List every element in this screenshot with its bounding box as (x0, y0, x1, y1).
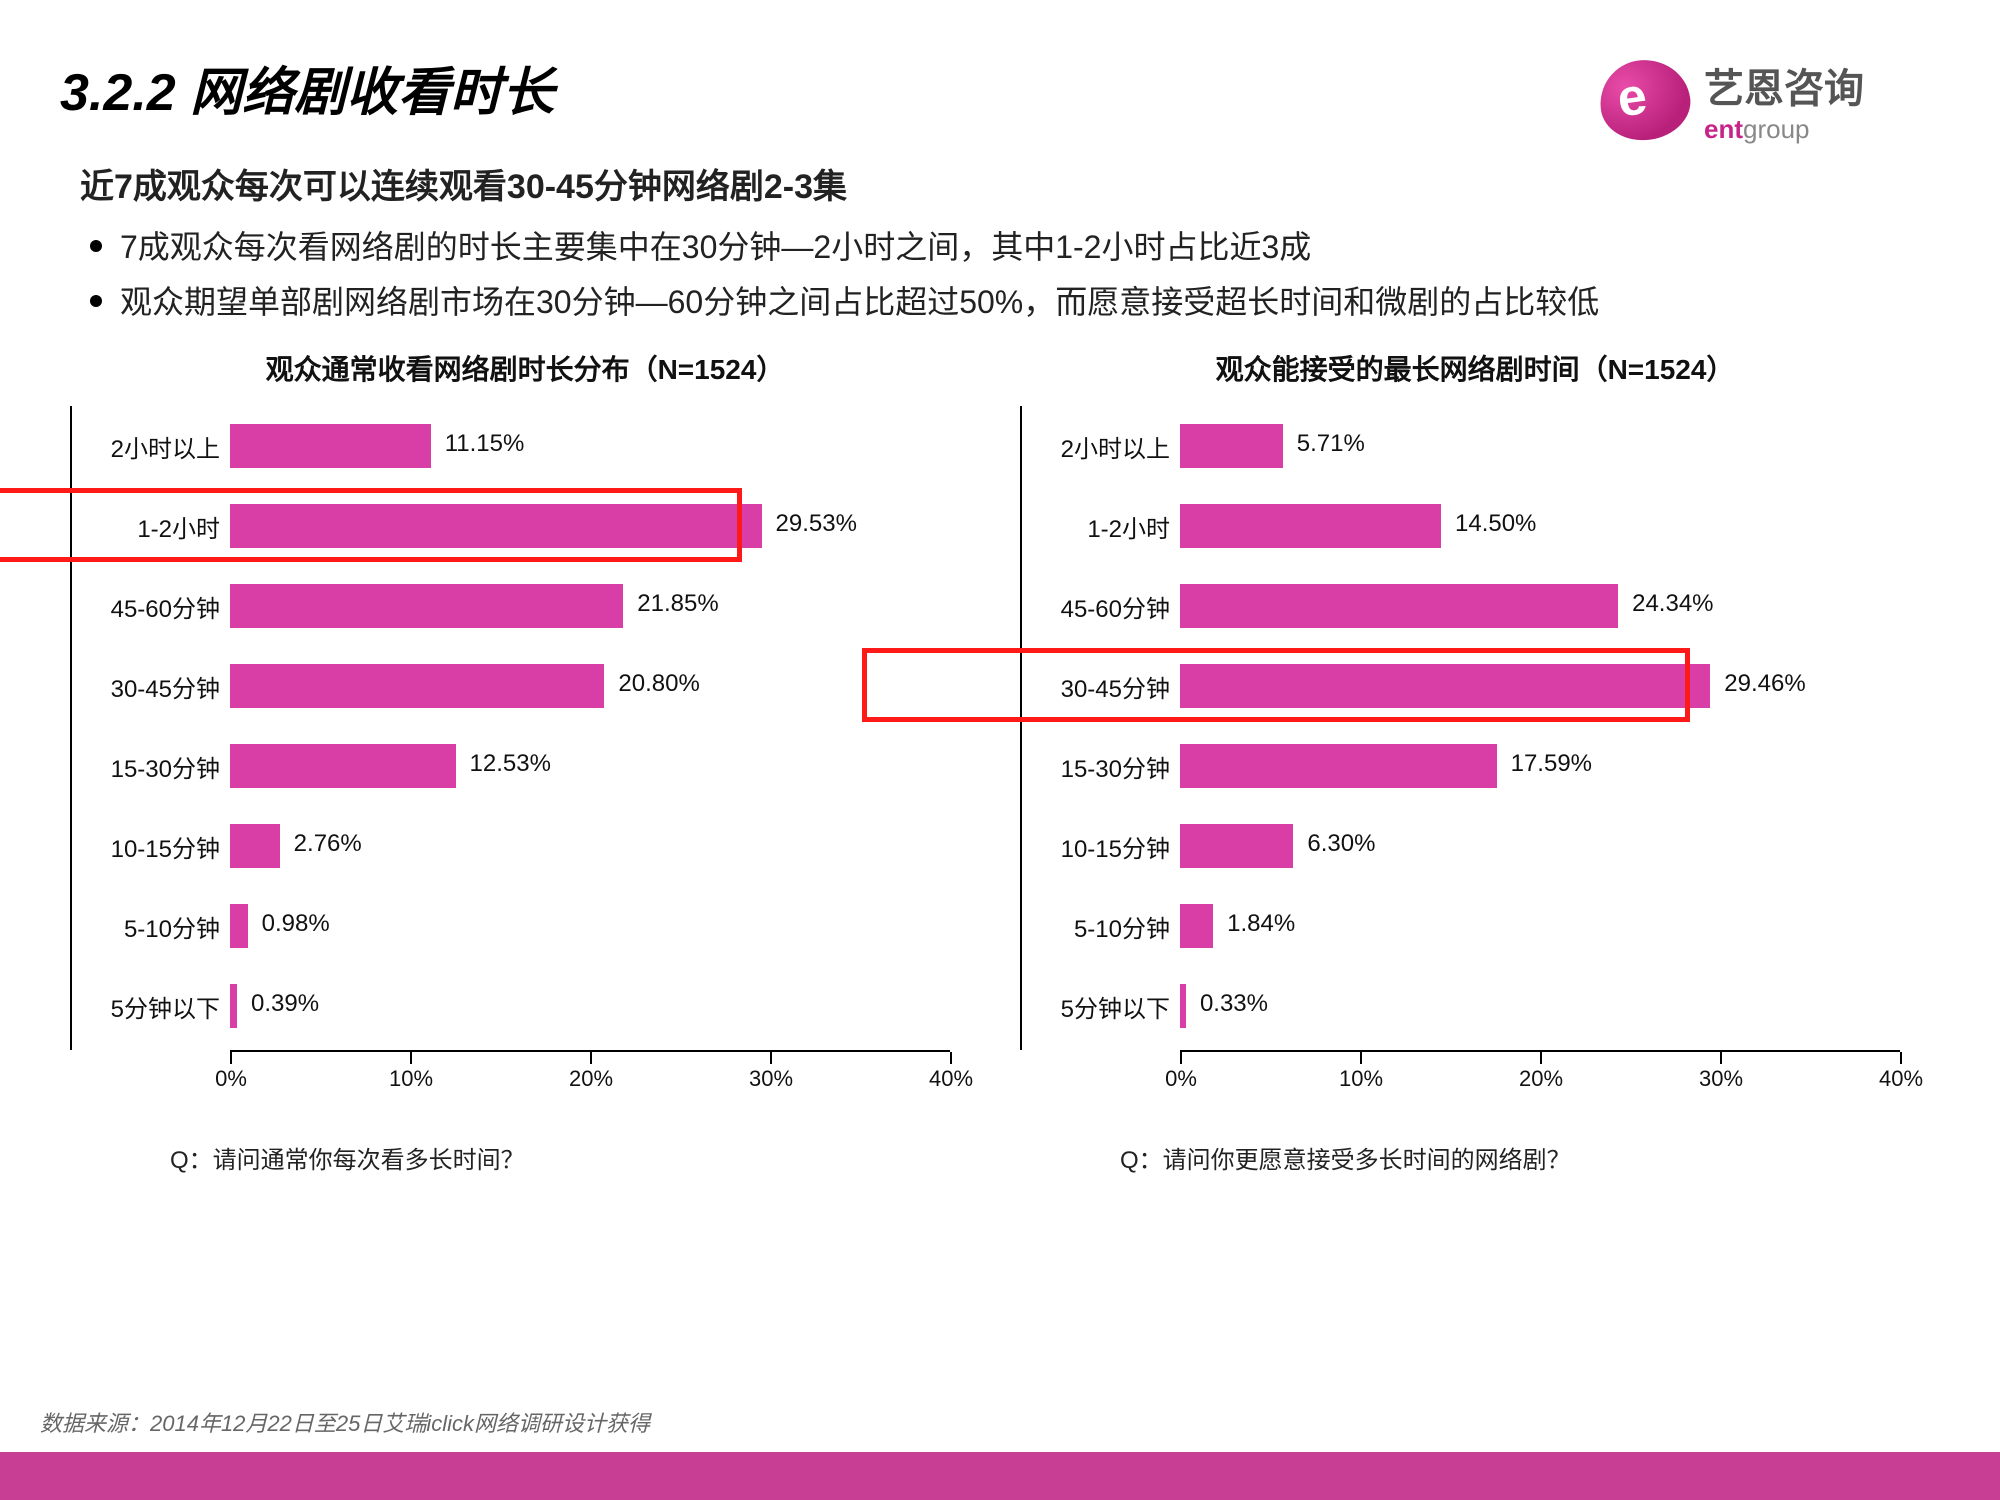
bar (230, 504, 762, 548)
bar (230, 584, 623, 628)
plot-area: 2小时以上5.71%1-2小时14.50%45-60分钟24.34%30-45分… (1020, 406, 1930, 1116)
y-axis (1020, 406, 1022, 1050)
bar-value-label: 17.59% (1511, 750, 1592, 778)
category-label: 2小时以上 (1020, 429, 1170, 464)
bar-row: 2小时以上11.15% (230, 406, 980, 486)
bar (1180, 424, 1283, 468)
category-label: 5-10分钟 (1020, 909, 1170, 944)
bar-value-label: 14.50% (1455, 510, 1536, 538)
category-label: 5分钟以下 (70, 989, 220, 1024)
bullet-item: 7成观众每次看网络剧的时长主要集中在30分钟—2小时之间，其中1-2小时占比近3… (80, 222, 1940, 273)
bullet-item: 观众期望单部剧网络剧市场在30分钟—60分钟之间占比超过50%，而愿意接受超长时… (80, 277, 1940, 328)
bar-row: 45-60分钟21.85% (230, 566, 980, 646)
bar-value-label: 1.84% (1227, 910, 1295, 938)
category-label: 5-10分钟 (70, 909, 220, 944)
subtitle: 近7成观众每次可以连续观看30-45分钟网络剧2-3集 (80, 159, 1940, 208)
header: 3.2.2 网络剧收看时长 艺恩咨询 entgroup (60, 50, 1940, 153)
category-label: 5分钟以下 (1020, 989, 1170, 1024)
bar-value-label: 20.80% (618, 670, 699, 698)
chart-title: 观众通常收看网络剧时长分布（N=1524） (70, 348, 980, 388)
logo-cn: 艺恩咨询 (1704, 56, 1864, 114)
bar (230, 984, 237, 1028)
category-label: 45-60分钟 (70, 589, 220, 624)
category-label: 30-45分钟 (70, 669, 220, 704)
bar-row: 5-10分钟0.98% (230, 886, 980, 966)
category-label: 2小时以上 (70, 429, 220, 464)
bar (1180, 584, 1618, 628)
bar-value-label: 12.53% (470, 750, 551, 778)
bar-row: 5分钟以下0.33% (1180, 966, 1930, 1046)
source-note: 数据来源：2014年12月22日至25日艾瑞iclick网络调研设计获得 (40, 1406, 650, 1438)
bar-row: 30-45分钟29.46% (1180, 646, 1930, 726)
bar (1180, 904, 1213, 948)
bar-row: 15-30分钟17.59% (1180, 726, 1930, 806)
bar-row: 2小时以上5.71% (1180, 406, 1930, 486)
charts-row: 观众通常收看网络剧时长分布（N=1524） 2小时以上11.15%1-2小时29… (60, 348, 1940, 1175)
bar (230, 824, 280, 868)
category-label: 10-15分钟 (1020, 829, 1170, 864)
bar (230, 424, 431, 468)
bar-row: 5分钟以下0.39% (230, 966, 980, 1046)
category-label: 1-2小时 (1020, 509, 1170, 544)
bar (1180, 824, 1293, 868)
category-label: 15-30分钟 (1020, 749, 1170, 784)
x-axis: 0%10%20%30%40% (230, 1050, 950, 1110)
bar-value-label: 0.39% (251, 990, 319, 1018)
bar (230, 744, 456, 788)
footer-bar (0, 1452, 2000, 1500)
bar-value-label: 2.76% (294, 830, 362, 858)
bar (1180, 984, 1186, 1028)
bar-value-label: 21.85% (637, 590, 718, 618)
y-axis (70, 406, 72, 1050)
chart-left: 观众通常收看网络剧时长分布（N=1524） 2小时以上11.15%1-2小时29… (70, 348, 980, 1175)
bar-value-label: 0.33% (1200, 990, 1268, 1018)
bar-value-label: 11.15% (445, 430, 525, 458)
x-axis: 0%10%20%30%40% (1180, 1050, 1900, 1110)
bar (230, 664, 604, 708)
bullet-list: 7成观众每次看网络剧的时长主要集中在30分钟—2小时之间，其中1-2小时占比近3… (80, 222, 1940, 328)
bar-row: 1-2小时29.53% (230, 486, 980, 566)
logo-en: entgroup (1704, 114, 1864, 145)
logo: 艺恩咨询 entgroup (1600, 50, 1940, 150)
bar-value-label: 29.53% (776, 510, 857, 538)
bar-row: 10-15分钟6.30% (1180, 806, 1930, 886)
bar-row: 15-30分钟12.53% (230, 726, 980, 806)
bar (1180, 744, 1497, 788)
chart-right: 观众能接受的最长网络剧时间（N=1524） 2小时以上5.71%1-2小时14.… (1020, 348, 1930, 1175)
category-label: 45-60分钟 (1020, 589, 1170, 624)
bar-row: 5-10分钟1.84% (1180, 886, 1930, 966)
bar-value-label: 6.30% (1307, 830, 1375, 858)
category-label: 30-45分钟 (1020, 669, 1170, 704)
plot-area: 2小时以上11.15%1-2小时29.53%45-60分钟21.85%30-45… (70, 406, 980, 1116)
category-label: 15-30分钟 (70, 749, 220, 784)
logo-icon (1595, 54, 1695, 146)
bar-row: 1-2小时14.50% (1180, 486, 1930, 566)
chart-question: Q：请问通常你每次看多长时间？ (170, 1140, 980, 1175)
bar-value-label: 0.98% (262, 910, 330, 938)
bar (1180, 504, 1441, 548)
bar (1180, 664, 1710, 708)
category-label: 1-2小时 (70, 509, 220, 544)
chart-question: Q：请问你更愿意接受多长时间的网络剧？ (1120, 1140, 1930, 1175)
bar-value-label: 5.71% (1297, 430, 1365, 458)
bar-row: 30-45分钟20.80% (230, 646, 980, 726)
bar-value-label: 24.34% (1632, 590, 1713, 618)
chart-title: 观众能接受的最长网络剧时间（N=1524） (1020, 348, 1930, 388)
bar-value-label: 29.46% (1724, 670, 1805, 698)
bar-row: 45-60分钟24.34% (1180, 566, 1930, 646)
bar (230, 904, 248, 948)
page-title: 3.2.2 网络剧收看时长 (60, 50, 554, 125)
category-label: 10-15分钟 (70, 829, 220, 864)
bar-row: 10-15分钟2.76% (230, 806, 980, 886)
